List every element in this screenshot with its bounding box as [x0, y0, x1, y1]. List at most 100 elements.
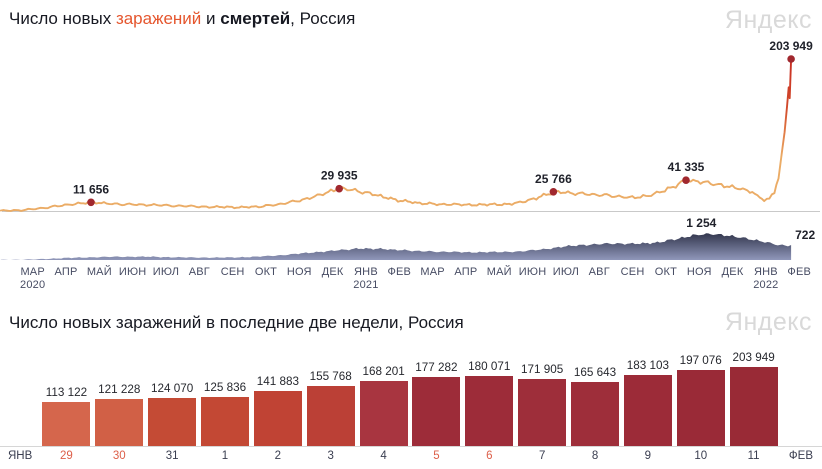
two-week-bar-chart[interactable]: 113 122 121 228 124 070 125 836 141 883 …: [40, 350, 780, 446]
infections-line[interactable]: [0, 58, 793, 212]
bar-day-3[interactable]: [306, 385, 355, 446]
title1-deaths: смертей: [220, 9, 291, 28]
month-tick: ОКТ: [254, 266, 278, 278]
peak-dot: [787, 55, 795, 63]
bar-day-7[interactable]: [518, 379, 567, 446]
peak-label: 41 335: [668, 160, 705, 174]
peak-dot: [682, 176, 690, 184]
date-label: 31: [165, 450, 179, 462]
bar-value-label: 155 768: [309, 369, 352, 383]
date-label: 11: [747, 450, 760, 462]
month-tick: МАЙ: [86, 266, 112, 278]
bar-day-8[interactable]: [571, 381, 619, 446]
month-tick: МАР: [420, 266, 445, 278]
date-label: 5: [433, 450, 440, 462]
date-axis: ЯНВ 29 30 31 1 2 3 4 5 6 7 8 9 10 11 ФЕВ: [0, 450, 822, 462]
bar-day-4[interactable]: [359, 380, 408, 446]
month-tick: ДЕК: [321, 266, 344, 278]
month-tick: ФЕВ: [387, 266, 412, 278]
bar-value-label: 125 836: [203, 381, 247, 395]
yandex-logo-bottom: Яндекс: [724, 308, 812, 336]
month-tick: МАР 2020: [16, 266, 49, 291]
peak-label: 11 656: [73, 182, 109, 196]
date-label: 30: [112, 450, 126, 462]
date-label: 9: [644, 450, 652, 462]
month-tick: АВГ: [588, 266, 610, 278]
month-label-jan: ЯНВ: [8, 450, 33, 462]
month-tick: АВГ: [188, 266, 210, 278]
title1-part1: Число новых: [9, 9, 116, 28]
bar-value-label: 203 949: [732, 351, 775, 364]
month-tick: ФЕВ: [787, 266, 812, 278]
bar-value-label: 124 070: [150, 381, 194, 395]
bar-value-label: 121 228: [98, 383, 141, 396]
month-tick: НОЯ: [286, 266, 312, 278]
chart1-title: Число новых заражений и смертей, Россия: [9, 9, 355, 29]
date-label: 8: [591, 450, 599, 462]
bar-value-label: 113 122: [45, 386, 88, 400]
deaths-area[interactable]: [0, 233, 792, 260]
bar-day-29[interactable]: [42, 402, 91, 446]
month-tick: АПР: [54, 266, 78, 278]
bar-axis-line: [0, 446, 822, 447]
month-tick: НОЯ: [686, 266, 712, 278]
date-label: 1: [221, 450, 229, 462]
month-tick: ОКТ: [654, 266, 678, 278]
month-tick: ЯНВ 2022: [749, 266, 782, 291]
bar-day-5[interactable]: [412, 377, 461, 446]
bar-day-11[interactable]: [729, 367, 778, 446]
peak-label: 203 949: [769, 39, 813, 53]
infections-deaths-chart[interactable]: 11 656 29 935 25 766 41 335 203 949 1 254 722: [0, 0, 822, 262]
year-tick: 2021: [353, 279, 379, 291]
bar-day-9[interactable]: [623, 375, 672, 446]
month-tick: ДЕК: [721, 266, 744, 278]
bar-value-label: 197 076: [679, 353, 722, 367]
peak-dot: [335, 184, 344, 193]
bar-day-6[interactable]: [465, 376, 514, 446]
peak-dot: [87, 198, 95, 207]
time-axis: МАР 2020 АПР МАЙ ИЮН ИЮЛ АВГ СЕН ОКТ НОЯ ДЕК ЯНВ 202…: [16, 266, 816, 291]
year-tick: 2020: [20, 279, 46, 291]
yandex-logo-top: Яндекс: [724, 6, 812, 34]
date-label: 10: [694, 450, 708, 462]
date-label: 7: [538, 450, 546, 462]
date-label: 2: [274, 450, 282, 462]
title1-infections: заражений: [115, 9, 202, 28]
bar-value-label: 165 643: [573, 365, 617, 379]
deaths-label: 722: [795, 228, 815, 242]
peak-label: 29 935: [321, 169, 358, 183]
month-tick: ЯНВ 2021: [349, 266, 382, 291]
bar-value-label: 180 071: [468, 360, 511, 374]
bar-value-label: 183 103: [626, 359, 670, 373]
bar-day-1[interactable]: [201, 397, 249, 446]
month-tick: ИЮН: [518, 266, 547, 278]
month-tick: ИЮЛ: [152, 266, 180, 278]
month-tick: АПР: [454, 266, 478, 278]
month-tick: ИЮН: [118, 266, 147, 278]
bar-day-10[interactable]: [676, 369, 725, 446]
date-label: 4: [380, 450, 387, 462]
date-label: 6: [486, 450, 493, 462]
title1-part3: , Россия: [290, 9, 356, 28]
bar-value-label: 171 905: [520, 363, 564, 377]
bar-day-31[interactable]: [148, 397, 197, 446]
month-tick: ИЮЛ: [552, 266, 580, 278]
month-label-feb: ФЕВ: [788, 450, 813, 462]
bar-value-label: 177 282: [415, 361, 458, 375]
title1-part2: и: [201, 9, 221, 28]
peak-dot: [549, 188, 558, 196]
bar-value-label: 168 201: [362, 364, 405, 378]
month-tick: СЕН: [620, 266, 645, 278]
year-tick: 2022: [753, 279, 779, 291]
date-label: 3: [327, 450, 334, 462]
month-tick: МАЙ: [486, 266, 512, 278]
peak-label: 25 766: [535, 172, 572, 186]
date-label: 29: [60, 450, 73, 462]
bar-day-2[interactable]: [253, 391, 302, 446]
month-tick: СЕН: [220, 266, 245, 278]
chart2-title: Число новых заражений в последние две не…: [9, 313, 464, 332]
bar-value-label: 141 883: [256, 375, 300, 388]
deaths-label: 1 254: [686, 216, 716, 230]
bar-day-30[interactable]: [95, 399, 144, 446]
